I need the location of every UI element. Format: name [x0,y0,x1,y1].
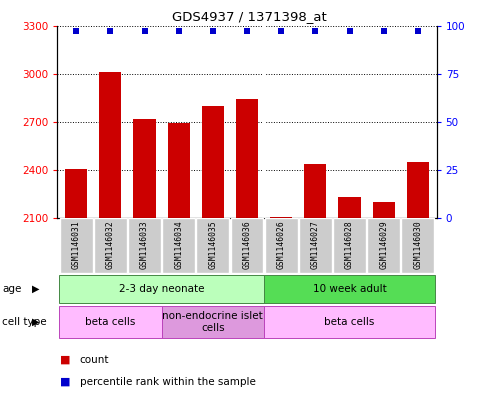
Text: GSM1146035: GSM1146035 [209,220,218,269]
Bar [304,163,326,393]
Text: count: count [80,354,109,365]
Bar [65,169,87,393]
Bar [270,217,292,393]
Text: GSM1146028: GSM1146028 [345,220,354,269]
Point [311,28,319,35]
Bar [128,218,161,273]
Bar [333,218,366,273]
Bar [338,197,361,393]
Point [106,28,114,35]
Point [72,28,80,35]
Bar [407,162,429,393]
Text: GDS4937 / 1371398_at: GDS4937 / 1371398_at [172,10,327,23]
Bar [133,119,156,393]
Bar [367,218,400,273]
Bar [373,202,395,393]
Text: beta cells: beta cells [324,317,375,327]
Bar [59,275,264,303]
Text: age: age [2,284,22,294]
Bar [264,307,435,338]
Text: GSM1146033: GSM1146033 [140,220,149,269]
Bar [202,106,224,393]
Point [243,28,251,35]
Bar [236,99,258,393]
Text: cell type: cell type [2,317,47,327]
Text: GSM1146027: GSM1146027 [311,220,320,269]
Point [209,28,217,35]
Text: GSM1146032: GSM1146032 [106,220,115,269]
Text: GSM1146031: GSM1146031 [72,220,81,269]
Text: GSM1146030: GSM1146030 [413,220,422,269]
Text: GSM1146034: GSM1146034 [174,220,183,269]
Text: 10 week adult: 10 week adult [313,284,386,294]
Point [141,28,149,35]
Text: GSM1146029: GSM1146029 [379,220,388,269]
Bar [231,218,263,273]
Bar [265,218,297,273]
Bar [299,218,332,273]
Text: ■: ■ [60,354,70,365]
Text: percentile rank within the sample: percentile rank within the sample [80,377,255,387]
Bar [60,218,93,273]
Point [345,28,353,35]
Bar [99,72,121,393]
Text: ■: ■ [60,377,70,387]
Point [414,28,422,35]
Text: 2-3 day neonate: 2-3 day neonate [119,284,205,294]
Bar [197,218,229,273]
Bar [168,123,190,393]
Text: GSM1146026: GSM1146026 [276,220,285,269]
Bar [59,307,162,338]
Text: ▶: ▶ [32,317,40,327]
Text: non-endocrine islet
cells: non-endocrine islet cells [163,312,263,333]
Text: ▶: ▶ [32,284,40,294]
Text: beta cells: beta cells [85,317,136,327]
Bar [264,275,435,303]
Text: GSM1146036: GSM1146036 [243,220,251,269]
Bar [94,218,127,273]
Point [175,28,183,35]
Bar [162,307,264,338]
Bar [401,218,434,273]
Point [380,28,388,35]
Bar [162,218,195,273]
Point [277,28,285,35]
